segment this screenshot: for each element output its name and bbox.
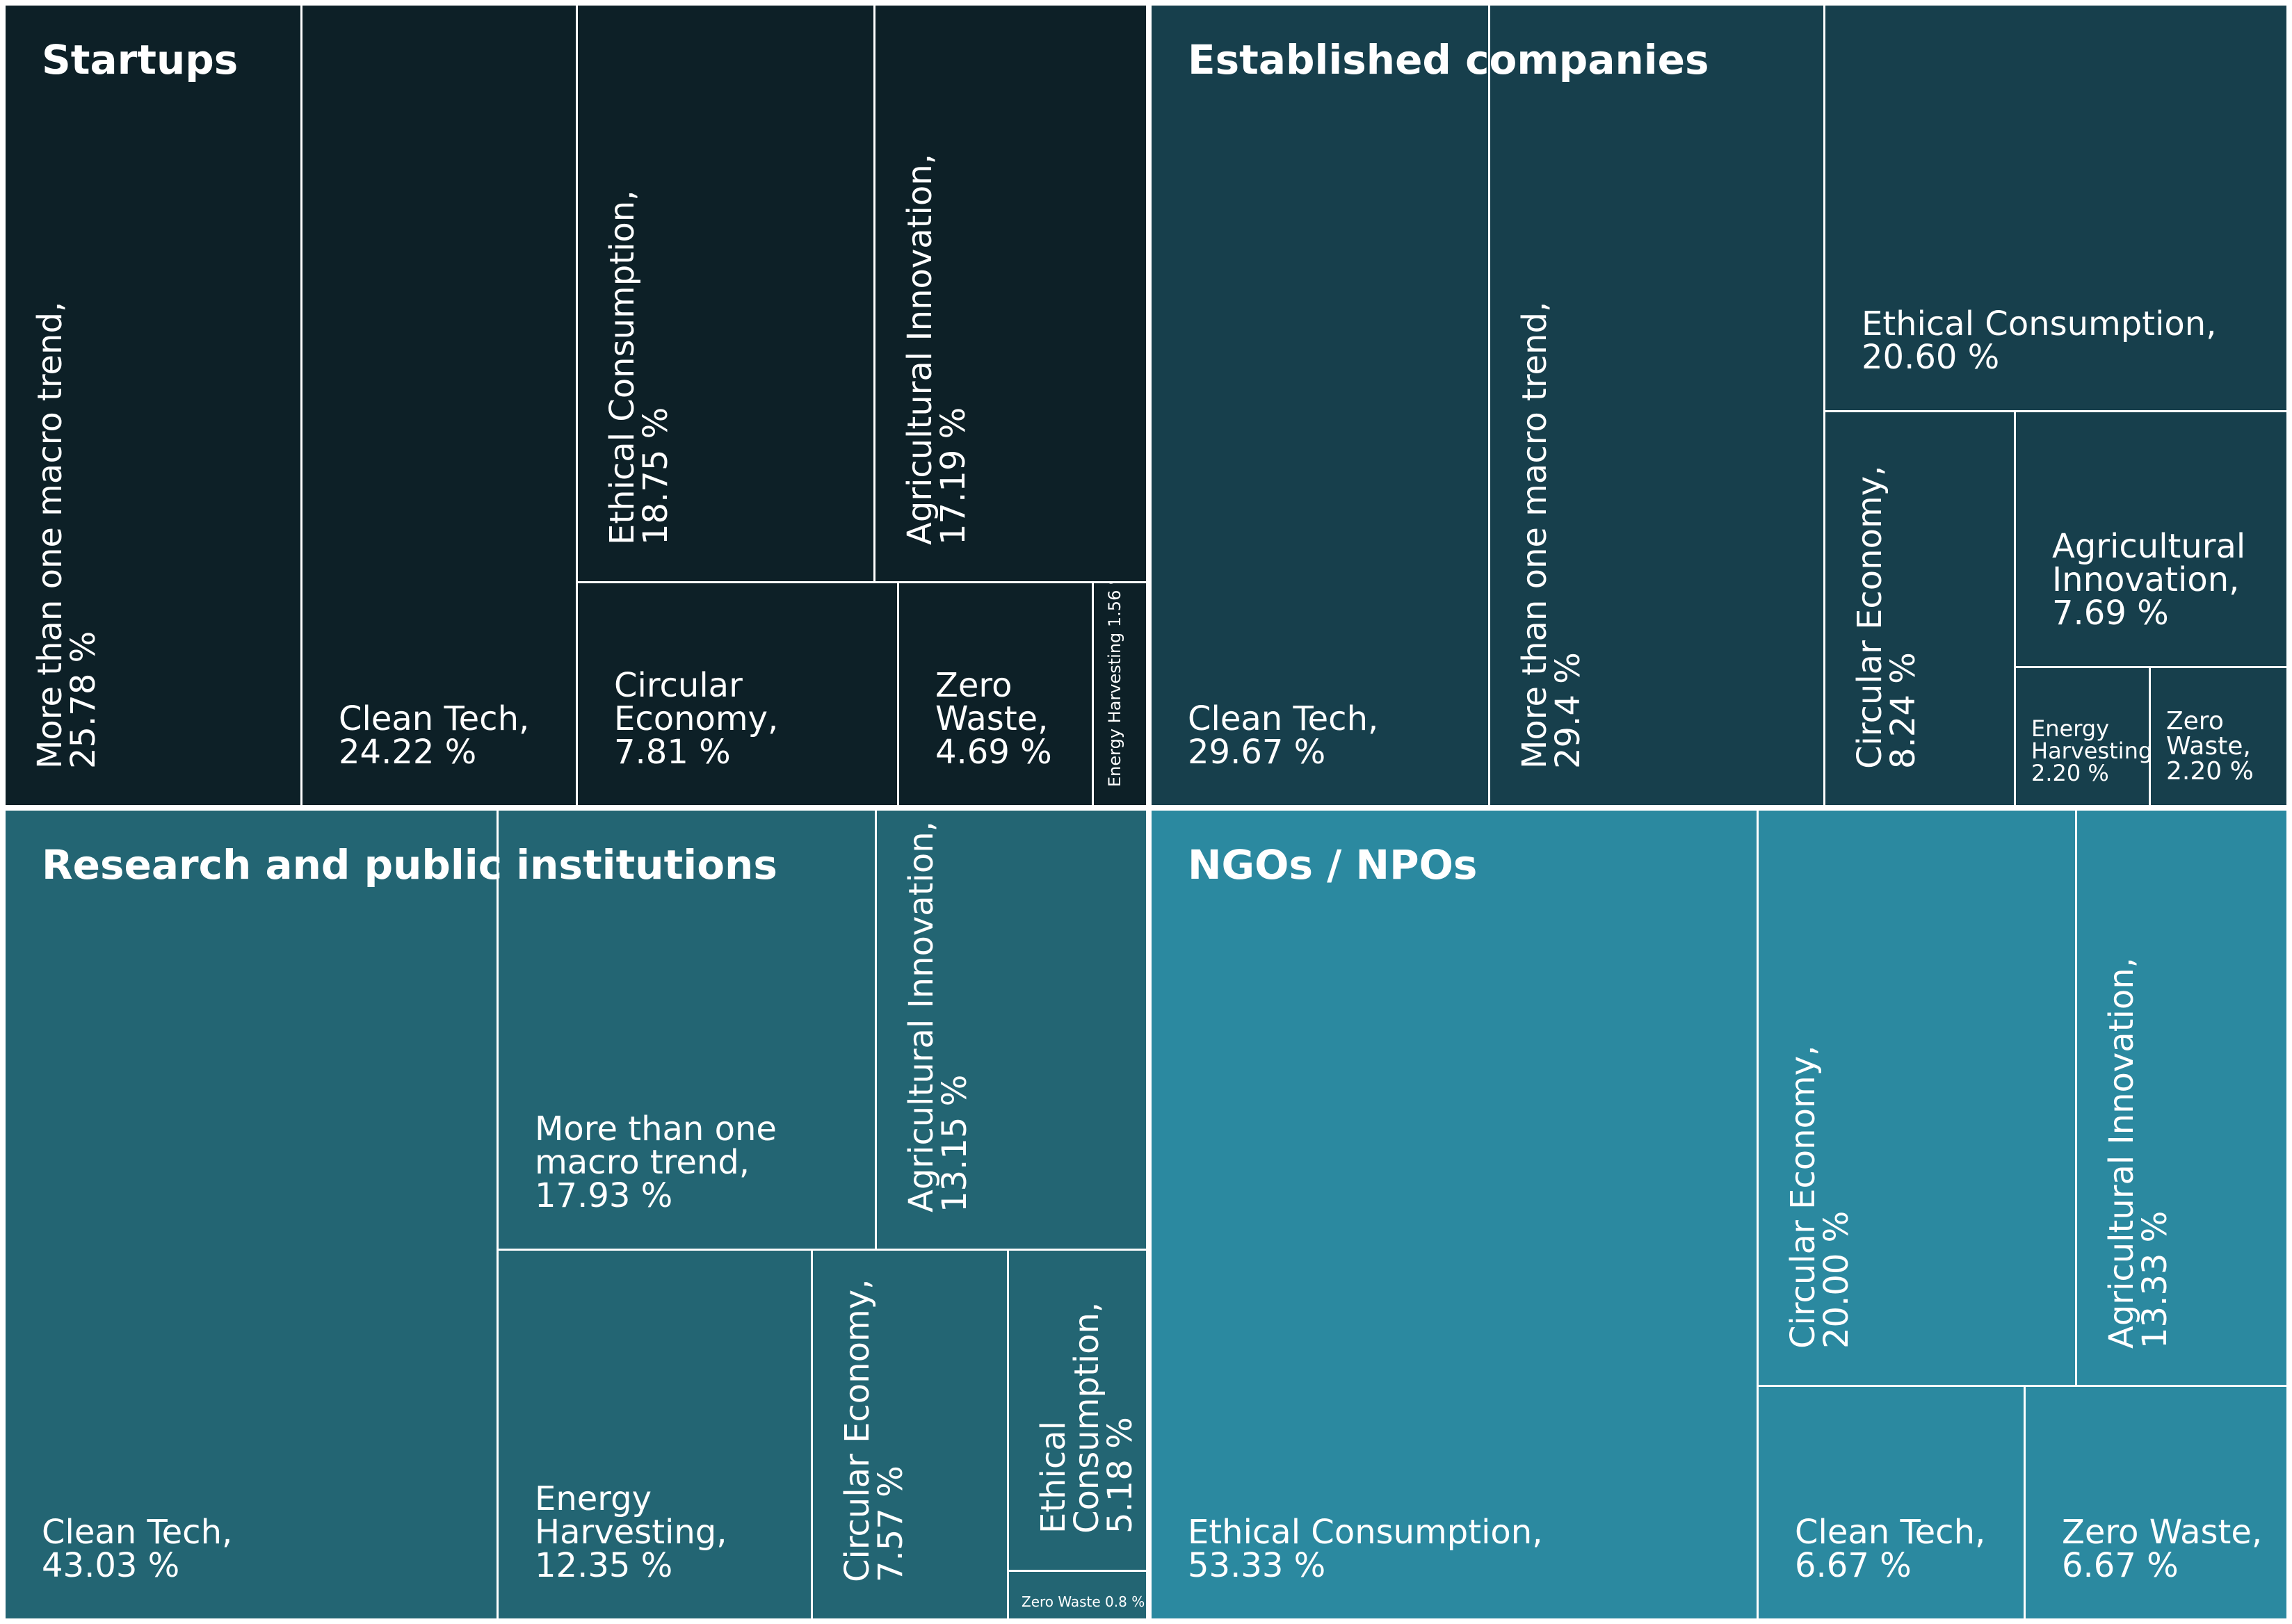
treemap-tile: Agricultural Innovation, 13.33 %	[2075, 811, 2286, 1385]
tile-label: Agricultural Innovation, 13.15 %	[902, 821, 974, 1212]
tile-label: Clean Tech, 24.22 %	[339, 699, 530, 772]
tile-label: Agricultural Innovation, 17.19 %	[901, 154, 973, 545]
tile-label: Clean Tech, 43.03 %	[42, 1513, 233, 1585]
tile-label: Clean Tech, 6.67 %	[1795, 1513, 1986, 1585]
treemap-tile: Zero Waste, 6.67 %	[2024, 1385, 2286, 1618]
tile-label: Clean Tech, 29.67 %	[1188, 699, 1379, 772]
tile-label: Energy Harvesting, 2.20 %	[2031, 715, 2149, 786]
treemap-tile: Circular Economy, 7.81 %	[576, 581, 897, 805]
treemap-tile: Ethical Consumption, 5.18 %	[1007, 1249, 1146, 1570]
tile-label: Circular Economy, 8.24 %	[1850, 465, 1923, 769]
tile-label: Circular Economy, 7.81 %	[614, 666, 779, 772]
tile-label: Ethical Consumption, 53.33 %	[1188, 1513, 1543, 1585]
treemap-tile: Circular Economy, 7.57 %	[811, 1249, 1007, 1618]
tile-label: Ethical Consumption, 20.60 %	[1862, 304, 2217, 377]
tile-label: Energy Harvesting, 12.35 %	[535, 1479, 727, 1585]
tile-label: More than one macro trend, 17.93 %	[535, 1110, 777, 1215]
treemap-tile: More than one macro trend, 25.78 %	[6, 6, 300, 805]
tile-label: Ethical Consumption, 5.18 %	[1034, 1301, 1140, 1534]
tile-label: Zero Waste 0.8 %	[1022, 1593, 1145, 1610]
tile-label: More than one macro trend, 29.4 %	[1515, 301, 1588, 769]
tile-label: Ethical Consumption, 18.75 %	[603, 190, 675, 545]
group-ngos-npos: Ethical Consumption, 53.33 % Circular Econ…	[1152, 811, 2286, 1618]
group-established-companies: Clean Tech, 29.67 % More than one macro tr…	[1152, 6, 2286, 805]
treemap-tile: Agricultural Innovation, 17.19 %	[873, 6, 1146, 581]
tile-label: Zero Waste, 4.69 %	[935, 666, 1052, 772]
treemap-tile: Clean Tech, 24.22 %	[300, 6, 576, 805]
group-startups: More than one macro trend, 25.78 % Clean T…	[6, 6, 1146, 805]
treemap-tile: More than one macro trend, 29.4 %	[1488, 6, 1823, 805]
group-title: Established companies	[1188, 36, 1709, 83]
tile-label: Agricultural Innovation, 7.69 %	[2052, 527, 2246, 633]
tile-label: Agricultural Innovation, 13.33 %	[2102, 957, 2174, 1349]
treemap-tile: Ethical Consumption, 18.75 %	[576, 6, 873, 581]
treemap-tile: Zero Waste, 2.20 %	[2149, 666, 2286, 805]
treemap-tile: Clean Tech, 29.67 %	[1152, 6, 1488, 805]
tile-label: Zero Waste, 2.20 %	[2166, 707, 2254, 786]
tile-label: Energy Harvesting 1.56 %	[1105, 581, 1124, 787]
group-title: NGOs / NPOs	[1188, 841, 1478, 888]
treemap-tile: Energy Harvesting 1.56 %	[1092, 581, 1146, 805]
group-title: Research and public institutions	[42, 841, 777, 888]
treemap-tile: Energy Harvesting, 2.20 %	[2014, 666, 2149, 805]
treemap-tile: Circular Economy, 8.24 %	[1823, 410, 2014, 805]
treemap-tile: Agricultural Innovation, 13.15 %	[875, 811, 1146, 1249]
treemap-tile: Ethical Consumption, 20.60 %	[1823, 6, 2286, 410]
tile-label: Circular Economy, 20.00 %	[1784, 1045, 1856, 1349]
treemap-tile: Energy Harvesting, 12.35 %	[497, 1249, 811, 1618]
treemap-tile: Agricultural Innovation, 7.69 %	[2014, 410, 2286, 666]
treemap-tile: Zero Waste 0.8 %	[1007, 1570, 1146, 1618]
treemap-tile: Clean Tech, 6.67 %	[1757, 1385, 2024, 1618]
treemap-tile: More than one macro trend, 17.93 %	[497, 811, 875, 1249]
tile-label: Zero Waste, 6.67 %	[2062, 1513, 2263, 1585]
treemap-tile: Zero Waste, 4.69 %	[897, 581, 1092, 805]
treemap-tile: Circular Economy, 20.00 %	[1757, 811, 2075, 1385]
group-title: Startups	[42, 36, 239, 83]
treemap-tile: Clean Tech, 43.03 %	[6, 811, 497, 1618]
treemap-tile: Ethical Consumption, 53.33 %	[1152, 811, 1757, 1618]
tile-label: More than one macro trend, 25.78 %	[31, 301, 103, 769]
tile-label: Circular Economy, 7.57 %	[838, 1278, 910, 1582]
group-research-and-public-institutions: Clean Tech, 43.03 % More than one macro tre…	[6, 811, 1146, 1618]
